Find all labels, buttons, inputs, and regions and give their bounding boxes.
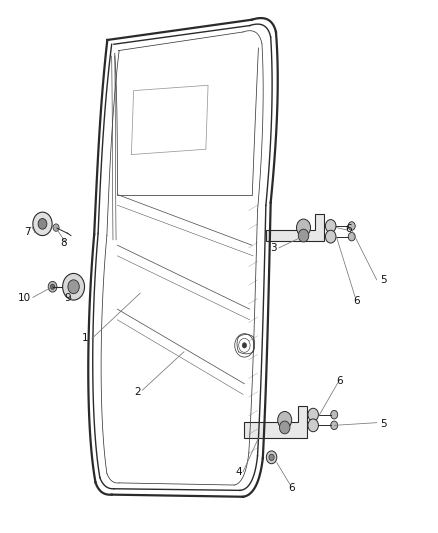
Circle shape (53, 224, 59, 231)
Circle shape (242, 343, 247, 348)
Text: 8: 8 (60, 238, 67, 247)
Circle shape (308, 408, 318, 421)
Text: 6: 6 (288, 483, 295, 492)
Text: 6: 6 (336, 376, 343, 386)
Text: 7: 7 (24, 227, 31, 237)
Text: 6: 6 (345, 224, 352, 234)
Text: 5: 5 (380, 419, 387, 429)
Text: 3: 3 (270, 243, 277, 253)
Text: 5: 5 (380, 275, 387, 285)
Circle shape (63, 273, 85, 300)
Circle shape (325, 220, 336, 232)
Circle shape (331, 410, 338, 419)
Circle shape (348, 222, 355, 230)
Circle shape (269, 454, 274, 461)
Circle shape (48, 281, 57, 292)
Circle shape (33, 212, 52, 236)
Circle shape (50, 284, 55, 289)
Circle shape (298, 229, 309, 242)
Text: 10: 10 (18, 294, 31, 303)
Text: 2: 2 (134, 387, 141, 397)
Text: 1: 1 (82, 334, 89, 343)
Circle shape (348, 232, 355, 241)
Text: 9: 9 (64, 294, 71, 303)
Text: 4: 4 (235, 467, 242, 477)
Circle shape (266, 451, 277, 464)
Polygon shape (244, 406, 307, 438)
Circle shape (68, 280, 79, 294)
Circle shape (308, 419, 318, 432)
Circle shape (325, 230, 336, 243)
Circle shape (297, 219, 311, 236)
Text: 6: 6 (353, 296, 360, 306)
Circle shape (279, 421, 290, 434)
Polygon shape (266, 214, 324, 241)
Circle shape (38, 219, 47, 229)
Circle shape (331, 421, 338, 430)
Circle shape (278, 411, 292, 429)
